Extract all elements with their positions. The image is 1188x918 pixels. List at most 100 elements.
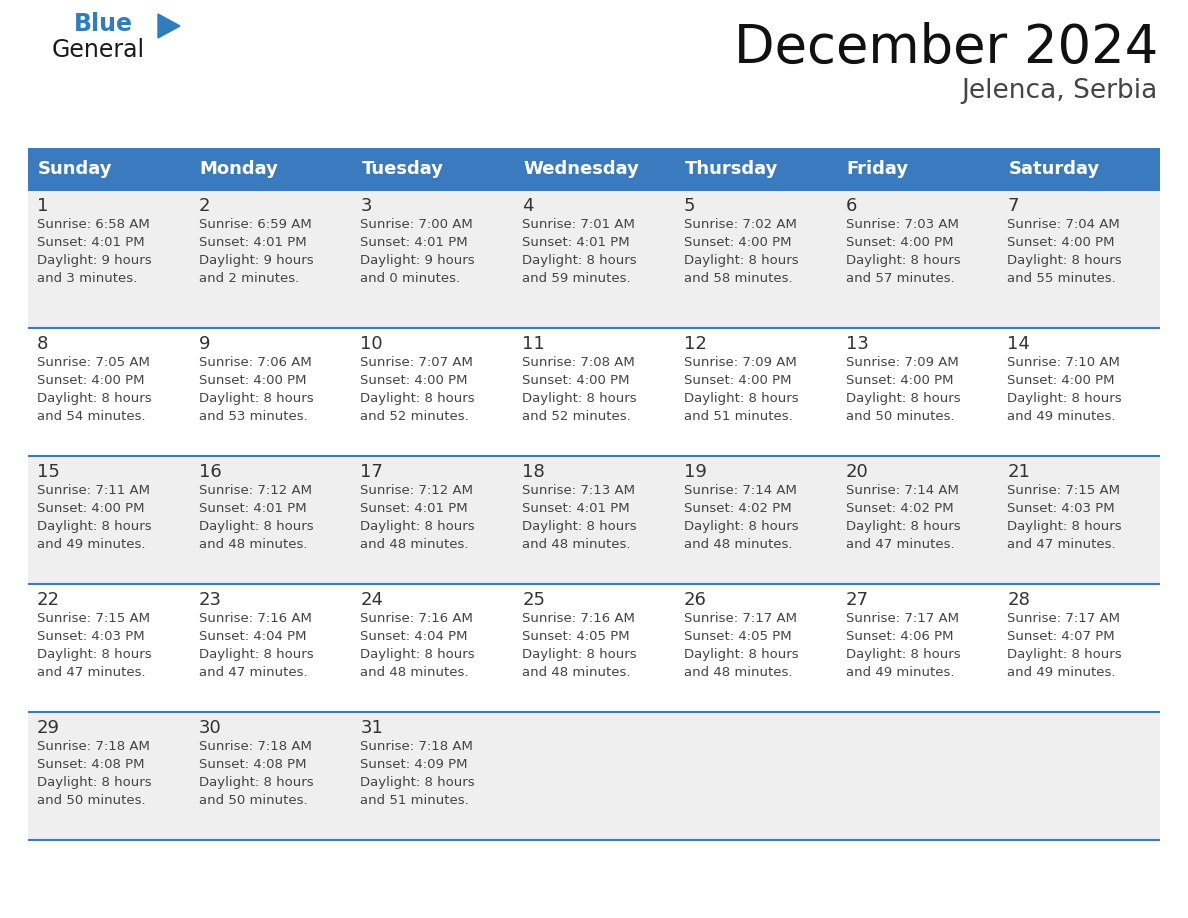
Text: and 52 minutes.: and 52 minutes.	[360, 410, 469, 423]
Text: 23: 23	[198, 591, 222, 609]
Text: Daylight: 8 hours: Daylight: 8 hours	[684, 392, 798, 405]
Text: Sunrise: 7:00 AM: Sunrise: 7:00 AM	[360, 218, 473, 231]
Text: and 58 minutes.: and 58 minutes.	[684, 272, 792, 285]
Text: Tuesday: Tuesday	[361, 160, 443, 178]
Text: Sunset: 4:00 PM: Sunset: 4:00 PM	[684, 374, 791, 387]
Text: Sunrise: 7:10 AM: Sunrise: 7:10 AM	[1007, 356, 1120, 369]
Text: Daylight: 8 hours: Daylight: 8 hours	[360, 520, 475, 533]
Text: Sunrise: 7:09 AM: Sunrise: 7:09 AM	[846, 356, 959, 369]
Text: Sunrise: 7:08 AM: Sunrise: 7:08 AM	[523, 356, 634, 369]
Text: Daylight: 8 hours: Daylight: 8 hours	[523, 648, 637, 661]
Text: and 55 minutes.: and 55 minutes.	[1007, 272, 1116, 285]
Text: Daylight: 8 hours: Daylight: 8 hours	[846, 392, 960, 405]
Text: Sunday: Sunday	[38, 160, 113, 178]
Text: and 54 minutes.: and 54 minutes.	[37, 410, 146, 423]
Text: 18: 18	[523, 463, 545, 481]
Text: Sunset: 4:06 PM: Sunset: 4:06 PM	[846, 630, 953, 643]
Text: 24: 24	[360, 591, 384, 609]
Text: Daylight: 8 hours: Daylight: 8 hours	[684, 648, 798, 661]
Bar	[29, 190, 1159, 328]
Text: and 51 minutes.: and 51 minutes.	[360, 794, 469, 807]
Text: Sunset: 4:01 PM: Sunset: 4:01 PM	[523, 236, 630, 249]
Text: and 48 minutes.: and 48 minutes.	[360, 666, 469, 679]
Bar	[29, 148, 190, 190]
Text: and 48 minutes.: and 48 minutes.	[523, 666, 631, 679]
Text: 2: 2	[198, 197, 210, 215]
Text: Friday: Friday	[847, 160, 909, 178]
Text: 22: 22	[37, 591, 61, 609]
Text: and 49 minutes.: and 49 minutes.	[846, 666, 954, 679]
Text: and 3 minutes.: and 3 minutes.	[37, 272, 138, 285]
Text: Sunset: 4:04 PM: Sunset: 4:04 PM	[360, 630, 468, 643]
Text: Sunset: 4:05 PM: Sunset: 4:05 PM	[523, 630, 630, 643]
Text: Daylight: 8 hours: Daylight: 8 hours	[1007, 254, 1121, 267]
Text: Daylight: 8 hours: Daylight: 8 hours	[198, 520, 314, 533]
Text: and 49 minutes.: and 49 minutes.	[1007, 666, 1116, 679]
Text: and 48 minutes.: and 48 minutes.	[198, 538, 308, 551]
Text: 5: 5	[684, 197, 695, 215]
Bar	[675, 148, 836, 190]
Text: Sunrise: 7:11 AM: Sunrise: 7:11 AM	[37, 484, 150, 497]
Text: Daylight: 8 hours: Daylight: 8 hours	[198, 776, 314, 789]
Text: Sunrise: 7:04 AM: Sunrise: 7:04 AM	[1007, 218, 1120, 231]
Text: Sunrise: 7:03 AM: Sunrise: 7:03 AM	[846, 218, 959, 231]
Text: and 48 minutes.: and 48 minutes.	[523, 538, 631, 551]
Text: and 50 minutes.: and 50 minutes.	[846, 410, 954, 423]
Text: Wednesday: Wednesday	[523, 160, 639, 178]
Text: and 49 minutes.: and 49 minutes.	[37, 538, 145, 551]
Text: 10: 10	[360, 335, 383, 353]
Text: Sunset: 4:00 PM: Sunset: 4:00 PM	[37, 502, 145, 515]
Text: Sunrise: 7:13 AM: Sunrise: 7:13 AM	[523, 484, 636, 497]
Bar	[190, 148, 352, 190]
Text: Daylight: 8 hours: Daylight: 8 hours	[37, 392, 152, 405]
Text: Sunrise: 7:01 AM: Sunrise: 7:01 AM	[523, 218, 636, 231]
Text: Sunset: 4:08 PM: Sunset: 4:08 PM	[37, 758, 145, 771]
Text: 25: 25	[523, 591, 545, 609]
Text: and 53 minutes.: and 53 minutes.	[198, 410, 308, 423]
Text: 11: 11	[523, 335, 545, 353]
Text: Sunset: 4:03 PM: Sunset: 4:03 PM	[1007, 502, 1114, 515]
Text: Sunrise: 7:16 AM: Sunrise: 7:16 AM	[198, 612, 311, 625]
Text: Sunrise: 7:05 AM: Sunrise: 7:05 AM	[37, 356, 150, 369]
Text: Daylight: 8 hours: Daylight: 8 hours	[523, 392, 637, 405]
Text: and 48 minutes.: and 48 minutes.	[360, 538, 469, 551]
Bar	[513, 148, 675, 190]
Text: and 50 minutes.: and 50 minutes.	[198, 794, 308, 807]
Text: Sunset: 4:00 PM: Sunset: 4:00 PM	[1007, 236, 1114, 249]
Text: Sunset: 4:02 PM: Sunset: 4:02 PM	[684, 502, 791, 515]
Text: Sunset: 4:01 PM: Sunset: 4:01 PM	[360, 502, 468, 515]
Text: Daylight: 8 hours: Daylight: 8 hours	[198, 392, 314, 405]
Text: Daylight: 8 hours: Daylight: 8 hours	[360, 776, 475, 789]
Text: Sunrise: 7:17 AM: Sunrise: 7:17 AM	[1007, 612, 1120, 625]
Text: Daylight: 8 hours: Daylight: 8 hours	[684, 254, 798, 267]
Text: Daylight: 8 hours: Daylight: 8 hours	[846, 648, 960, 661]
Text: Sunset: 4:00 PM: Sunset: 4:00 PM	[37, 374, 145, 387]
Text: Sunrise: 7:16 AM: Sunrise: 7:16 AM	[360, 612, 473, 625]
Text: and 47 minutes.: and 47 minutes.	[1007, 538, 1116, 551]
Text: 27: 27	[846, 591, 868, 609]
Text: Daylight: 9 hours: Daylight: 9 hours	[198, 254, 314, 267]
Text: and 50 minutes.: and 50 minutes.	[37, 794, 146, 807]
Text: Sunset: 4:00 PM: Sunset: 4:00 PM	[846, 374, 953, 387]
Bar	[29, 456, 1159, 584]
Text: 30: 30	[198, 719, 221, 737]
Text: December 2024: December 2024	[734, 22, 1158, 74]
Text: 17: 17	[360, 463, 384, 481]
Text: Jelenca, Serbia: Jelenca, Serbia	[962, 78, 1158, 104]
Text: Sunset: 4:00 PM: Sunset: 4:00 PM	[684, 236, 791, 249]
Text: Daylight: 8 hours: Daylight: 8 hours	[1007, 648, 1121, 661]
Text: Sunrise: 7:18 AM: Sunrise: 7:18 AM	[360, 740, 473, 753]
Text: 9: 9	[198, 335, 210, 353]
Bar	[352, 148, 513, 190]
Text: Sunset: 4:01 PM: Sunset: 4:01 PM	[523, 502, 630, 515]
Text: 21: 21	[1007, 463, 1030, 481]
Text: 28: 28	[1007, 591, 1030, 609]
Text: Sunset: 4:00 PM: Sunset: 4:00 PM	[198, 374, 307, 387]
Text: Sunrise: 7:16 AM: Sunrise: 7:16 AM	[523, 612, 636, 625]
Text: Sunrise: 7:17 AM: Sunrise: 7:17 AM	[684, 612, 797, 625]
Text: 4: 4	[523, 197, 533, 215]
Text: Sunset: 4:01 PM: Sunset: 4:01 PM	[360, 236, 468, 249]
Text: Saturday: Saturday	[1009, 160, 1100, 178]
Text: Sunset: 4:00 PM: Sunset: 4:00 PM	[360, 374, 468, 387]
Text: 8: 8	[37, 335, 49, 353]
